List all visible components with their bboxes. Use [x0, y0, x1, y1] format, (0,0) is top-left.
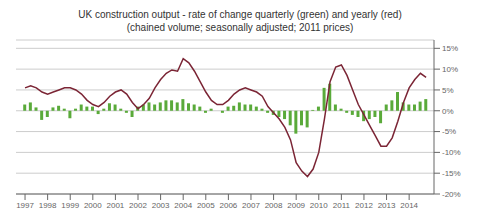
svg-text:2011: 2011: [333, 201, 351, 210]
svg-text:2008: 2008: [265, 201, 283, 210]
svg-text:1998: 1998: [39, 201, 57, 210]
svg-text:2007: 2007: [242, 201, 260, 210]
svg-text:-10%: -10%: [442, 148, 461, 157]
svg-text:2003: 2003: [152, 201, 170, 210]
svg-text:1999: 1999: [61, 201, 79, 210]
svg-text:2006: 2006: [219, 201, 237, 210]
svg-text:1997: 1997: [16, 201, 34, 210]
svg-text:2005: 2005: [197, 201, 215, 210]
svg-text:2013: 2013: [378, 201, 396, 210]
svg-text:-20%: -20%: [442, 190, 461, 199]
svg-text:-15%: -15%: [442, 169, 461, 178]
svg-text:15%: 15%: [442, 44, 458, 53]
svg-text:-5%: -5%: [442, 127, 456, 136]
svg-text:2000: 2000: [84, 201, 102, 210]
svg-text:2012: 2012: [355, 201, 373, 210]
svg-text:5%: 5%: [442, 86, 454, 95]
svg-text:0%: 0%: [442, 107, 454, 116]
svg-text:2001: 2001: [107, 201, 125, 210]
svg-text:10%: 10%: [442, 65, 458, 74]
html-text:(chained volume; seasonally ad: (chained volume; seasonally adjusted; 20…: [126, 22, 354, 33]
svg-text:2002: 2002: [129, 201, 147, 210]
svg-text:2010: 2010: [310, 201, 328, 210]
svg-text:2014: 2014: [400, 201, 418, 210]
svg-text:2009: 2009: [287, 201, 305, 210]
svg-text:2004: 2004: [174, 201, 192, 210]
html-text:UK construction output - rate: UK construction output - rate of change …: [78, 9, 402, 20]
